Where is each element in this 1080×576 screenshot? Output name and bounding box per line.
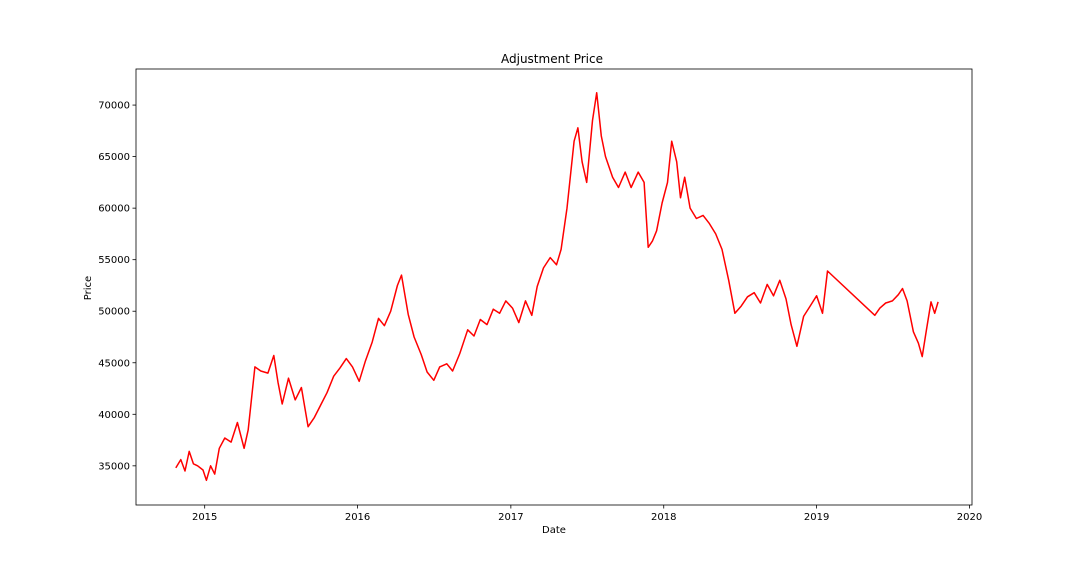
x-tick-label: 2016 bbox=[345, 512, 370, 523]
y-axis-title: Price bbox=[83, 276, 94, 300]
x-tick-label: 2017 bbox=[498, 512, 523, 523]
data-layer bbox=[175, 91, 939, 482]
x-axis: 2015 2016 2017 2018 2019 2020 bbox=[192, 505, 982, 523]
price-line bbox=[175, 91, 939, 482]
y-tick-label: 35000 bbox=[98, 461, 130, 472]
y-tick-label: 65000 bbox=[98, 152, 130, 163]
x-tick-label: 2018 bbox=[651, 512, 676, 523]
x-tick-label: 2019 bbox=[804, 512, 829, 523]
y-axis: 35000 40000 45000 50000 55000 60000 65000 70000 bbox=[98, 101, 136, 472]
y-tick-label: 45000 bbox=[98, 358, 130, 369]
x-axis-title: Date bbox=[542, 525, 566, 536]
y-tick-label: 40000 bbox=[98, 410, 130, 421]
x-tick-label: 2015 bbox=[192, 512, 217, 523]
y-tick-label: 50000 bbox=[98, 307, 130, 318]
chart-title: Adjustment Price bbox=[501, 52, 603, 66]
plot-background bbox=[136, 69, 972, 505]
y-tick-label: 55000 bbox=[98, 255, 130, 266]
plot-frame bbox=[135, 68, 973, 506]
y-tick-label: 60000 bbox=[98, 204, 130, 215]
x-tick-label: 2020 bbox=[957, 512, 982, 523]
y-tick-label: 70000 bbox=[98, 101, 130, 112]
